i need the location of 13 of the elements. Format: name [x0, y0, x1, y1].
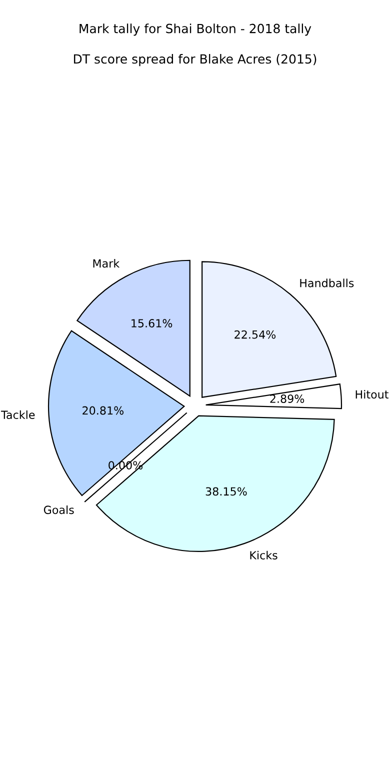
slice-label: Hitout — [356, 390, 388, 399]
slice-label: Mark — [93, 259, 120, 268]
category-label: Goals — [44, 505, 74, 514]
slice-label: Kicks — [250, 550, 278, 560]
data-label: 15.61% — [132, 319, 172, 328]
data-label: 2.89% — [270, 394, 304, 403]
data-label: 20.81% — [82, 406, 124, 415]
chart-subtitle: DT score spread for Blake Acres (2015) — [74, 54, 316, 66]
slice-label: Handballs — [300, 278, 354, 288]
slice-label: Tackle — [0, 410, 35, 420]
chart-title: Mark tally for Shai Bolton - 2018 tally — [80, 24, 312, 36]
data-label: 38.15% — [206, 487, 247, 496]
data-label: 22.54% — [234, 330, 276, 339]
